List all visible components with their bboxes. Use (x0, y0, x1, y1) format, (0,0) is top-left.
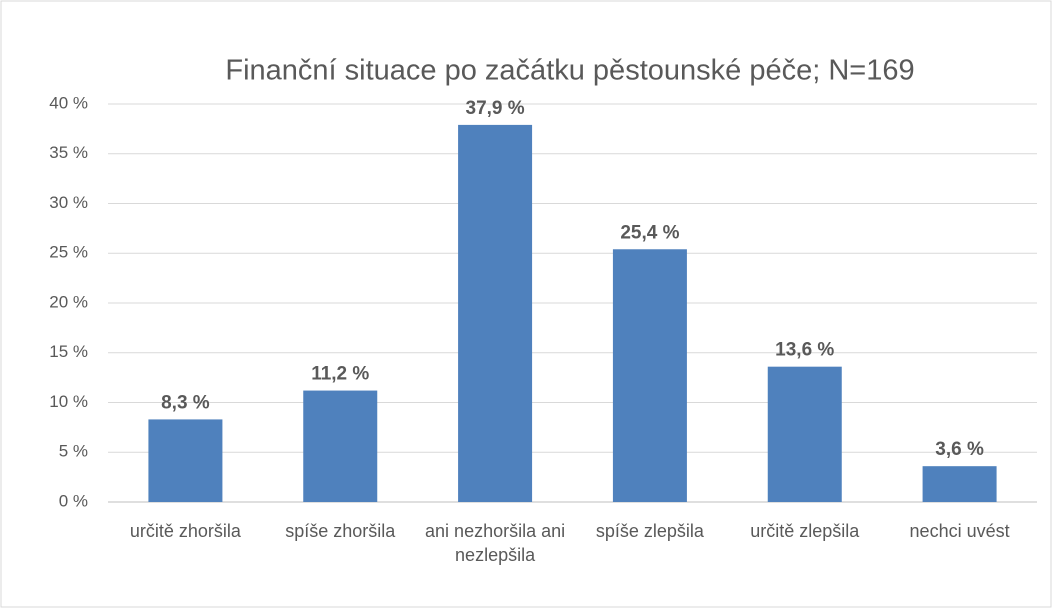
bar (458, 124, 533, 503)
x-tick-label: určitě zhoršila (129, 521, 241, 541)
value-label: 8,3 % (161, 392, 210, 413)
bar (612, 249, 687, 502)
x-tick-label: nechci uvést (909, 521, 1010, 541)
y-tick-label: 15 % (49, 342, 88, 361)
y-tick-label: 25 % (49, 243, 88, 262)
value-label: 3,6 % (935, 439, 984, 460)
bar (303, 390, 378, 502)
y-tick-label: 10 % (49, 392, 88, 411)
value-label: 13,6 % (775, 340, 834, 361)
bar (922, 466, 997, 502)
y-tick-label: 5 % (59, 442, 88, 461)
value-label: 11,2 % (311, 364, 369, 385)
bar (767, 366, 842, 502)
y-tick-label: 0 % (59, 491, 88, 510)
y-tick-label: 40 % (49, 93, 88, 112)
value-label: 37,9 % (466, 98, 525, 119)
y-tick-label: 35 % (49, 143, 88, 162)
value-label: 25,4 % (620, 222, 679, 243)
x-tick-label: ani nezhoršila ani nezlepšila (425, 521, 566, 565)
y-tick-label: 30 % (49, 193, 88, 212)
x-tick-label: určitě zlepšila (750, 521, 860, 541)
y-tick-label: 20 % (49, 292, 88, 311)
bar (148, 419, 223, 502)
x-tick-label: spíše zlepšila (595, 521, 704, 541)
chart-title: Finanční situace po začátku pěstounské p… (225, 55, 914, 87)
x-tick-label: spíše zhoršila (285, 521, 396, 541)
